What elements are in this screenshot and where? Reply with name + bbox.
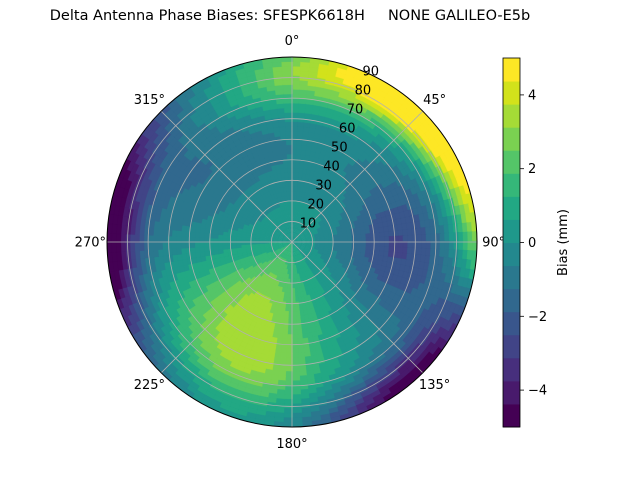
colorbar-band [503, 311, 520, 336]
colorbar-band [503, 150, 520, 174]
colorbar-label: Bias (mm) [556, 209, 571, 276]
theta-tick-label: 270° [75, 236, 106, 251]
radial-tick-label: 50 [331, 141, 348, 156]
colorbar-tick-label: −4 [528, 384, 547, 399]
radial-tick-label: 40 [323, 160, 340, 175]
radial-tick-label: 20 [307, 198, 324, 213]
theta-tick-label: 180° [276, 437, 307, 452]
colorbar-tick-label: 2 [528, 162, 536, 177]
radial-tick-label: 60 [339, 122, 356, 137]
colorbar-band [503, 380, 520, 405]
radial-tick-label: 10 [300, 217, 317, 232]
colorbar-tick-label: 4 [528, 88, 536, 103]
colorbar: −4 −2 0 2 4 Bias (mm) [502, 57, 571, 428]
radial-tick-label: 90 [363, 65, 380, 80]
colorbar-band [503, 196, 520, 220]
colorbar-band [503, 242, 520, 267]
colorbar-band [503, 127, 520, 151]
colorbar-band [503, 288, 520, 313]
colorbar-band [503, 357, 520, 382]
colorbar-band [503, 219, 520, 243]
colorbar-band [503, 81, 520, 105]
theta-tick-label: 90° [482, 236, 505, 251]
colorbar-band [503, 104, 520, 128]
colorbar-band [503, 334, 520, 359]
radial-tick-label: 30 [315, 179, 332, 194]
theta-tick-label: 135° [419, 378, 450, 393]
colorbar-band [503, 173, 520, 197]
colorbar-tick-label: 0 [528, 236, 536, 251]
colorbar-band [503, 58, 520, 82]
theta-tick-label: 315° [134, 93, 165, 108]
chart-title: Delta Antenna Phase Biases: SFESPK6618H … [49, 8, 531, 24]
polar-grid [107, 57, 477, 427]
radial-tick-label: 80 [355, 84, 372, 99]
colorbar-band [503, 403, 520, 428]
theta-tick-label: 225° [134, 378, 165, 393]
colorbar-tick-label: −2 [528, 310, 547, 325]
theta-tick-label: 45° [423, 93, 446, 108]
theta-tick-label: 0° [285, 34, 300, 49]
radial-tick-label: 70 [347, 103, 364, 118]
colorbar-band [503, 265, 520, 290]
